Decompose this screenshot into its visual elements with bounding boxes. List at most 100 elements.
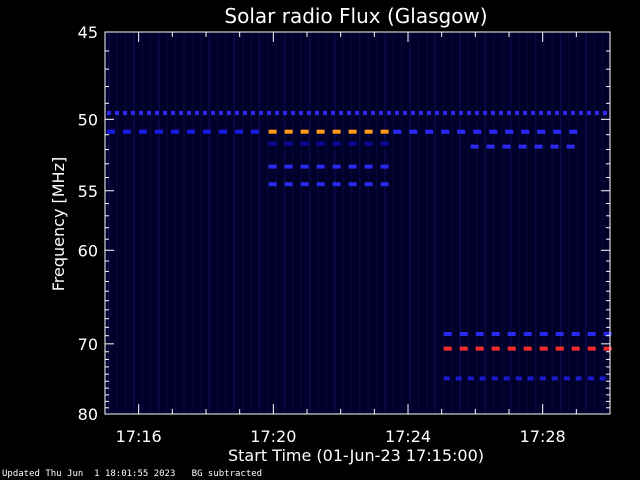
- band-dash: [531, 111, 535, 115]
- x-axis-label: Start Time (01-Jun-23 17:15:00): [228, 446, 484, 465]
- band-dash: [470, 144, 479, 149]
- band-dash: [235, 129, 243, 134]
- band-dash: [515, 111, 519, 115]
- noise-column: [141, 33, 143, 413]
- y-tick-label: 45: [78, 23, 98, 42]
- band-dash: [259, 111, 263, 115]
- band-dash: [603, 332, 612, 336]
- band-dash: [475, 332, 484, 336]
- band-dash: [587, 111, 591, 115]
- band-dash: [299, 111, 303, 115]
- band-dash: [551, 376, 558, 381]
- noise-column: [175, 33, 177, 413]
- band-dash: [251, 111, 255, 115]
- band-dash: [483, 111, 487, 115]
- band-dash: [443, 111, 447, 115]
- noise-column: [593, 33, 595, 413]
- band-dash: [499, 111, 503, 115]
- noise-column: [451, 33, 453, 413]
- noise-column: [325, 33, 328, 413]
- band-dash: [387, 111, 391, 115]
- noise-column: [342, 33, 344, 413]
- band-dash: [364, 129, 373, 134]
- band-segment: [443, 332, 612, 336]
- band-dash: [521, 129, 530, 134]
- band-dash: [395, 111, 399, 115]
- chart-title: Solar radio Flux (Glasgow): [224, 4, 487, 28]
- noise-column: [400, 33, 403, 413]
- band-dash: [355, 111, 359, 115]
- noise-column: [534, 33, 537, 413]
- noise-column: [208, 33, 210, 413]
- noise-texture: [108, 33, 604, 413]
- noise-column: [585, 33, 587, 413]
- band-dash: [363, 111, 367, 115]
- band-dash: [563, 376, 570, 381]
- y-axis: 45 50 55 60 70 80: [78, 23, 610, 424]
- x-axis: 17:16 17:20 17:24 17:28: [116, 32, 577, 446]
- plot-area: [105, 32, 610, 414]
- noise-column: [493, 33, 495, 413]
- band-dash: [123, 129, 131, 134]
- noise-column: [426, 33, 428, 413]
- band-dash: [235, 111, 239, 115]
- noise-column: [526, 33, 528, 413]
- noise-column: [267, 33, 269, 413]
- band-dash: [139, 129, 147, 134]
- y-tick-label: 70: [78, 335, 98, 354]
- band-dash: [211, 111, 215, 115]
- band-dash: [267, 111, 271, 115]
- band-dash: [171, 129, 179, 134]
- y-tick-label: 80: [78, 405, 98, 424]
- x-tick-label: 17:20: [250, 427, 296, 446]
- band-dash: [371, 111, 375, 115]
- band-dash: [563, 111, 567, 115]
- noise-column: [250, 33, 252, 413]
- noise-column: [484, 33, 487, 413]
- band-dash: [227, 111, 231, 115]
- band-dash: [555, 111, 559, 115]
- noise-column: [283, 33, 286, 413]
- band-dash: [332, 182, 341, 187]
- band-dash: [219, 129, 227, 134]
- band-dash: [523, 332, 532, 336]
- band-dash: [219, 111, 223, 115]
- band-dash: [155, 129, 163, 134]
- noise-column: [601, 33, 604, 413]
- noise-column: [409, 33, 411, 413]
- band-dash: [491, 111, 495, 115]
- band-dash: [380, 182, 389, 187]
- band-dash: [203, 129, 211, 134]
- noise-column: [384, 33, 386, 413]
- noise-column: [518, 33, 520, 413]
- bg-note: BG subtracted: [191, 469, 263, 479]
- band-dash: [435, 111, 439, 115]
- band-dash: [473, 129, 482, 134]
- band-dash: [339, 111, 343, 115]
- x-tick-label: 17:16: [116, 427, 162, 446]
- noise-column: [501, 33, 503, 413]
- noise-column: [275, 33, 277, 413]
- y-tick-label: 55: [78, 182, 98, 201]
- band-dash: [380, 129, 389, 134]
- band-dash: [275, 111, 279, 115]
- band-segment: [268, 141, 389, 146]
- band-dash: [475, 111, 479, 115]
- band-dash: [443, 332, 452, 336]
- band-dash: [323, 111, 327, 115]
- x-tick-label: 17:28: [520, 427, 566, 446]
- emission-bands: [107, 33, 612, 413]
- band-dash: [534, 144, 543, 149]
- band-dash: [115, 111, 119, 115]
- band-segment: [470, 144, 575, 149]
- band-dash: [291, 111, 295, 115]
- noise-column: [568, 33, 570, 413]
- noise-column: [124, 33, 127, 413]
- band-dash: [571, 346, 580, 351]
- band-dash: [139, 111, 143, 115]
- band-dash: [507, 346, 516, 351]
- band-dash: [489, 129, 498, 134]
- noise-column: [200, 33, 202, 413]
- noise-column: [442, 33, 445, 413]
- band-dash: [171, 111, 175, 115]
